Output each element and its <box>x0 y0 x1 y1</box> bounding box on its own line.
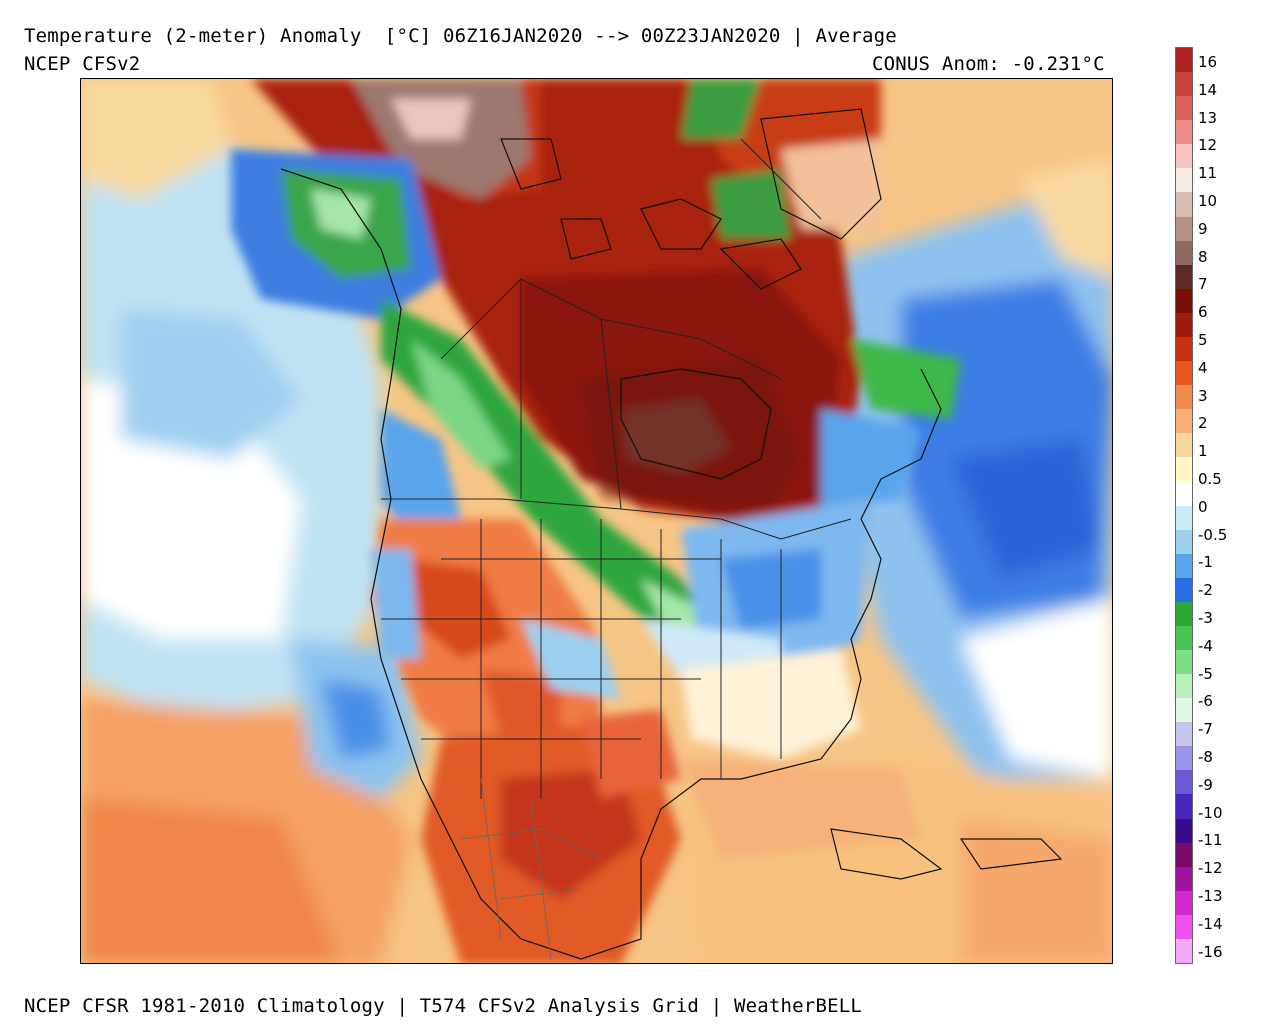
map-title: Temperature (2-meter) Anomaly [°C] 06Z16… <box>24 25 897 47</box>
colorbar-swatch <box>1176 48 1192 73</box>
colorbar-tick-label: -9 <box>1198 775 1213 794</box>
colorbar-tick-label: 0.5 <box>1198 470 1222 488</box>
colorbar-swatch <box>1176 842 1192 868</box>
colorbar-tick-label: 6 <box>1198 303 1208 322</box>
colorbar-swatch <box>1176 674 1192 699</box>
colorbar-tick-label: 13 <box>1198 108 1218 127</box>
colorbar-tick-label: -2 <box>1198 581 1213 600</box>
colorbar-tick-label: -12 <box>1198 859 1223 878</box>
colorbar-swatch <box>1176 288 1192 314</box>
colorbar-tick-label: 3 <box>1198 386 1208 405</box>
colorbar-swatch <box>1176 481 1192 507</box>
colorbar-tick-label: 0 <box>1198 497 1208 516</box>
colorbar-tick-label: 12 <box>1198 136 1218 155</box>
colorbar-swatch <box>1176 746 1192 771</box>
colorbar-tick-label: -14 <box>1198 914 1223 933</box>
colorbar-tick-label: 14 <box>1198 80 1218 99</box>
colorbar-tick-label: -4 <box>1198 636 1213 655</box>
colorbar-swatch <box>1176 216 1192 242</box>
colorbar-tick-label: 4 <box>1198 358 1208 377</box>
colorbar-tick-label: -0.5 <box>1198 525 1228 544</box>
colorbar-swatch <box>1176 312 1192 338</box>
colorbar-tick-label: -16 <box>1198 942 1223 961</box>
colorbar-swatch <box>1176 577 1192 603</box>
colorbar-swatch <box>1176 72 1192 97</box>
model-label: NCEP CFSv2 <box>24 53 141 75</box>
colorbar-tick-label: 5 <box>1198 331 1208 349</box>
colorbar-swatch <box>1176 529 1192 555</box>
colorbar-swatch <box>1176 914 1192 940</box>
colorbar-tick-label: -8 <box>1198 748 1213 766</box>
colorbar-tick-label: 9 <box>1198 219 1208 238</box>
mexico-state-borders <box>460 778 602 960</box>
colorbar-swatch <box>1176 722 1192 747</box>
colorbar-swatch <box>1176 553 1192 579</box>
colorbar-swatch <box>1176 601 1192 627</box>
colorbar-swatch <box>1176 866 1192 892</box>
colorbar-tick-label: 10 <box>1198 192 1218 210</box>
colorbar <box>1175 47 1193 964</box>
colorbar-swatch <box>1176 938 1192 963</box>
conus-anomaly-label: CONUS Anom: -0.231°C <box>872 53 1105 75</box>
coastlines <box>280 108 1063 960</box>
colorbar-tick-label: 16 <box>1198 53 1218 71</box>
footer-credits: NCEP CFSR 1981-2010 Climatology | T574 C… <box>24 995 863 1017</box>
colorbar-swatch <box>1176 505 1192 531</box>
colorbar-swatch <box>1176 409 1192 434</box>
political-borders <box>381 138 852 799</box>
colorbar-tick-label: 11 <box>1198 164 1218 183</box>
colorbar-tick-label: -3 <box>1198 609 1213 627</box>
colorbar-swatch <box>1176 770 1192 796</box>
colorbar-swatch <box>1176 649 1192 675</box>
colorbar-swatch <box>1176 120 1192 145</box>
colorbar-swatch <box>1176 361 1192 386</box>
colorbar-tick-label: -10 <box>1198 803 1223 822</box>
colorbar-swatch <box>1176 794 1192 820</box>
colorbar-tick-label: 8 <box>1198 247 1208 266</box>
colorbar-tick-label: 2 <box>1198 414 1208 433</box>
colorbar-tick-label: 1 <box>1198 442 1208 461</box>
colorbar-swatch <box>1176 433 1192 458</box>
colorbar-swatch <box>1176 144 1192 169</box>
colorbar-swatch <box>1176 890 1192 916</box>
colorbar-swatch <box>1176 240 1192 266</box>
colorbar-tick-label: -1 <box>1198 553 1213 572</box>
colorbar-tick-label: -7 <box>1198 720 1213 739</box>
colorbar-swatch <box>1176 625 1192 651</box>
colorbar-tick-label: -5 <box>1198 664 1213 683</box>
colorbar-swatch <box>1176 168 1192 194</box>
colorbar-tick-label: -13 <box>1198 887 1223 905</box>
colorbar-swatch <box>1176 264 1192 290</box>
colorbar-swatch <box>1176 457 1192 482</box>
colorbar-swatch <box>1176 385 1192 410</box>
colorbar-tick-label: -11 <box>1198 831 1223 850</box>
anomaly-map <box>80 78 1113 964</box>
colorbar-swatch <box>1176 96 1192 121</box>
colorbar-tick-label: 7 <box>1198 275 1208 294</box>
colorbar-tick-label: -6 <box>1198 692 1213 711</box>
colorbar-swatch <box>1176 336 1192 362</box>
colorbar-swatch <box>1176 192 1192 218</box>
colorbar-swatch <box>1176 698 1192 723</box>
colorbar-swatch <box>1176 818 1192 844</box>
